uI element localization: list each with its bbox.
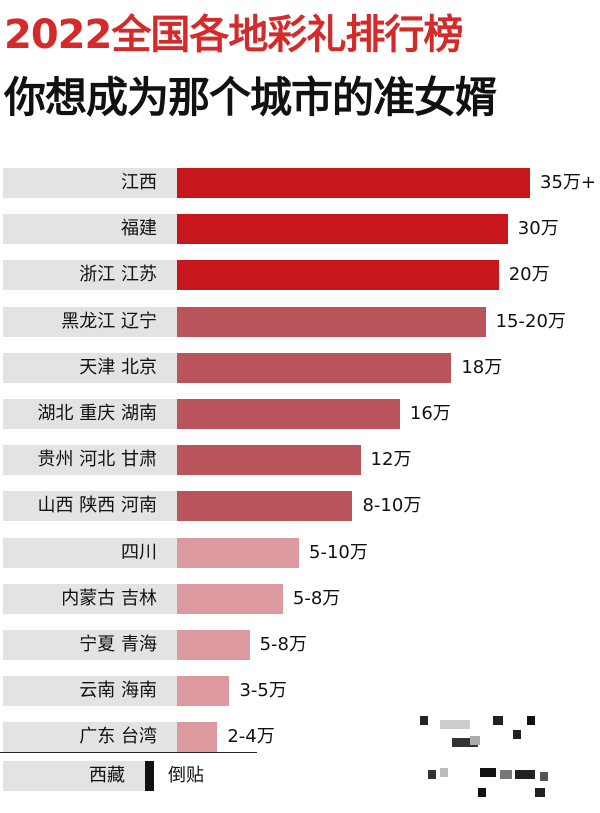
bar <box>177 168 530 198</box>
bar <box>144 761 154 791</box>
category-label: 黑龙江 辽宁 <box>3 307 177 337</box>
watermark-pixel <box>500 770 512 779</box>
bar <box>177 538 300 568</box>
watermark-pixel <box>515 770 535 779</box>
bar <box>177 630 250 660</box>
chart-title: 2022全国各地彩礼排行榜 <box>4 12 463 58</box>
watermark-pixel <box>535 788 545 797</box>
watermark-pixel <box>440 768 448 777</box>
category-label: 西藏 <box>3 761 145 791</box>
value-label: 5-8万 <box>292 588 341 609</box>
watermark-pixel <box>527 716 535 725</box>
value-label: 15-20万 <box>495 311 566 332</box>
watermark-pixel <box>480 768 496 777</box>
separator-line <box>0 752 257 753</box>
category-label: 天津 北京 <box>3 353 177 383</box>
bar <box>177 307 486 337</box>
watermark-pixel <box>478 788 486 797</box>
bar <box>177 353 452 383</box>
value-label: 3-5万 <box>239 680 287 701</box>
watermark-pixel <box>440 720 470 729</box>
category-label: 江西 <box>3 168 177 198</box>
bar <box>177 260 499 290</box>
category-label: 宁夏 青海 <box>3 630 177 660</box>
watermark-pixel <box>470 736 480 745</box>
value-label: 30万 <box>517 218 559 239</box>
watermark-pixel <box>428 770 436 779</box>
value-label: 倒贴 <box>168 765 204 786</box>
category-label: 广东 台湾 <box>3 722 177 752</box>
watermark-pixel <box>452 738 478 747</box>
value-label: 5-10万 <box>309 542 368 563</box>
category-label: 福建 <box>3 214 177 244</box>
watermark-pixel <box>540 772 548 781</box>
watermark-pixel <box>420 716 428 725</box>
watermark-pixel <box>513 730 521 739</box>
value-label: 16万 <box>409 403 451 424</box>
value-label: 5-8万 <box>259 634 308 655</box>
watermark-pixel <box>493 716 503 725</box>
value-label: 35万+ <box>540 172 596 193</box>
bar <box>177 214 508 244</box>
value-label: 12万 <box>370 449 412 470</box>
bar <box>177 445 361 475</box>
bar <box>177 722 218 752</box>
bar <box>177 399 400 429</box>
bar <box>177 676 230 706</box>
chart-subtitle: 你想成为那个城市的准女婿 <box>4 73 497 122</box>
value-label: 2-4万 <box>227 726 275 747</box>
category-label: 山西 陕西 河南 <box>3 491 177 521</box>
value-label: 20万 <box>508 264 550 285</box>
category-label: 云南 海南 <box>3 676 177 706</box>
category-label: 贵州 河北 甘肃 <box>3 445 177 475</box>
bar <box>177 584 283 614</box>
value-label: 18万 <box>461 357 503 378</box>
category-label: 浙江 江苏 <box>3 260 177 290</box>
category-label: 四川 <box>3 538 177 568</box>
category-label: 湖北 重庆 湖南 <box>3 399 177 429</box>
bar <box>177 491 353 521</box>
value-label: 8-10万 <box>362 495 422 516</box>
category-label: 内蒙古 吉林 <box>3 584 177 614</box>
